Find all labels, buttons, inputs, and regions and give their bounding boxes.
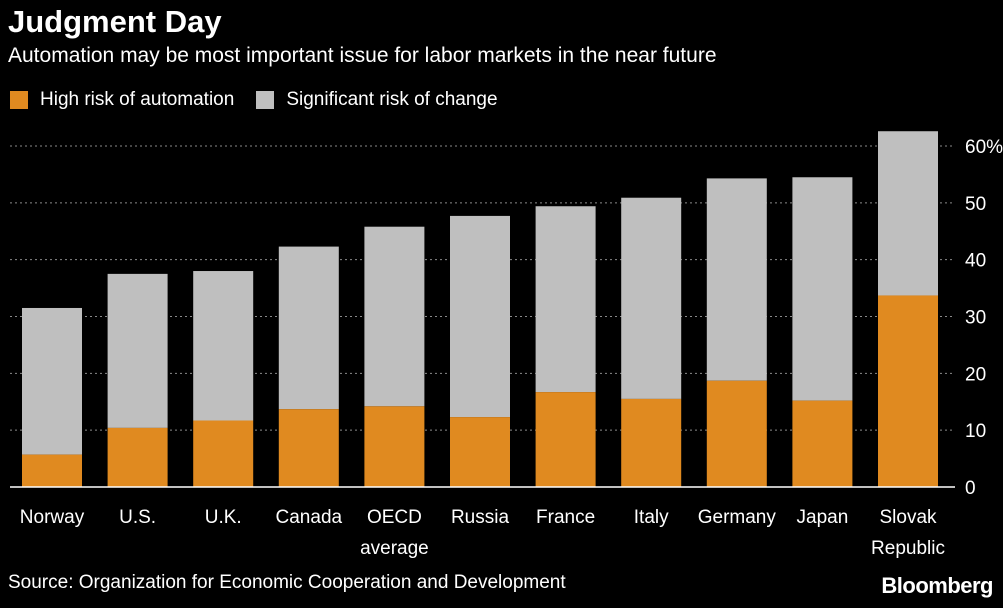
bar-significant-risk (706, 178, 767, 381)
x-tick-label: Italy (634, 507, 669, 528)
bar-high-risk (535, 392, 596, 487)
x-tick-label: Republic (871, 538, 945, 559)
x-tick-label: average (360, 538, 429, 559)
legend-item-high-risk: High risk of automation (10, 89, 234, 111)
chart-title: Judgment Day (8, 4, 222, 39)
x-tick-label: OECD (367, 507, 422, 528)
y-tick-label: 10 (965, 421, 986, 442)
y-tick-label: 20 (965, 364, 986, 385)
legend-label-significant-risk: Significant risk of change (286, 89, 498, 110)
x-tick-label: Canada (276, 507, 343, 528)
bar-significant-risk (364, 226, 425, 407)
y-tick-label: 30 (965, 308, 986, 329)
x-tick-label: Germany (698, 507, 777, 528)
bar-significant-risk (792, 177, 853, 401)
x-tick-label: Slovak (879, 507, 937, 528)
legend-label-high-risk: High risk of automation (40, 89, 235, 110)
x-tick-label: Russia (451, 507, 510, 528)
bar-significant-risk (22, 307, 82, 455)
bar-significant-risk (278, 246, 339, 410)
y-tick-label: 50 (965, 194, 986, 215)
y-tick-label: 40 (965, 251, 986, 272)
x-tick-label: U.S. (119, 507, 156, 528)
x-tick-label: France (536, 507, 595, 528)
legend-swatch-significant-risk (256, 91, 275, 109)
bloomberg-logo: Bloomberg (881, 573, 993, 598)
bar-high-risk (278, 409, 339, 487)
bar-significant-risk (193, 271, 254, 421)
bar-significant-risk (450, 215, 510, 418)
bar-high-risk (706, 380, 767, 487)
legend: High risk of automation Significant risk… (10, 89, 520, 111)
bar-high-risk (792, 400, 853, 487)
bar-significant-risk (535, 206, 596, 393)
bar-high-risk (621, 398, 682, 487)
x-tick-label: Norway (20, 507, 85, 528)
bar-high-risk (364, 406, 425, 487)
bar-high-risk (450, 417, 510, 487)
bar-significant-risk (621, 197, 682, 399)
chart-subtitle: Automation may be most important issue f… (8, 44, 717, 67)
y-tick-label: 60% (965, 137, 1003, 158)
x-tick-label: U.K. (205, 507, 242, 528)
bar-high-risk (107, 427, 168, 487)
legend-item-significant-risk: Significant risk of change (256, 89, 498, 111)
x-tick-label: Japan (797, 507, 849, 528)
source-note: Source: Organization for Economic Cooper… (8, 572, 566, 593)
y-tick-label: 0 (965, 478, 976, 499)
bar-high-risk (878, 295, 938, 487)
bar-high-risk (193, 420, 254, 487)
bar-significant-risk (107, 273, 168, 428)
legend-swatch-high-risk (10, 91, 28, 109)
bar-high-risk (22, 454, 82, 487)
bar-significant-risk (878, 131, 938, 296)
